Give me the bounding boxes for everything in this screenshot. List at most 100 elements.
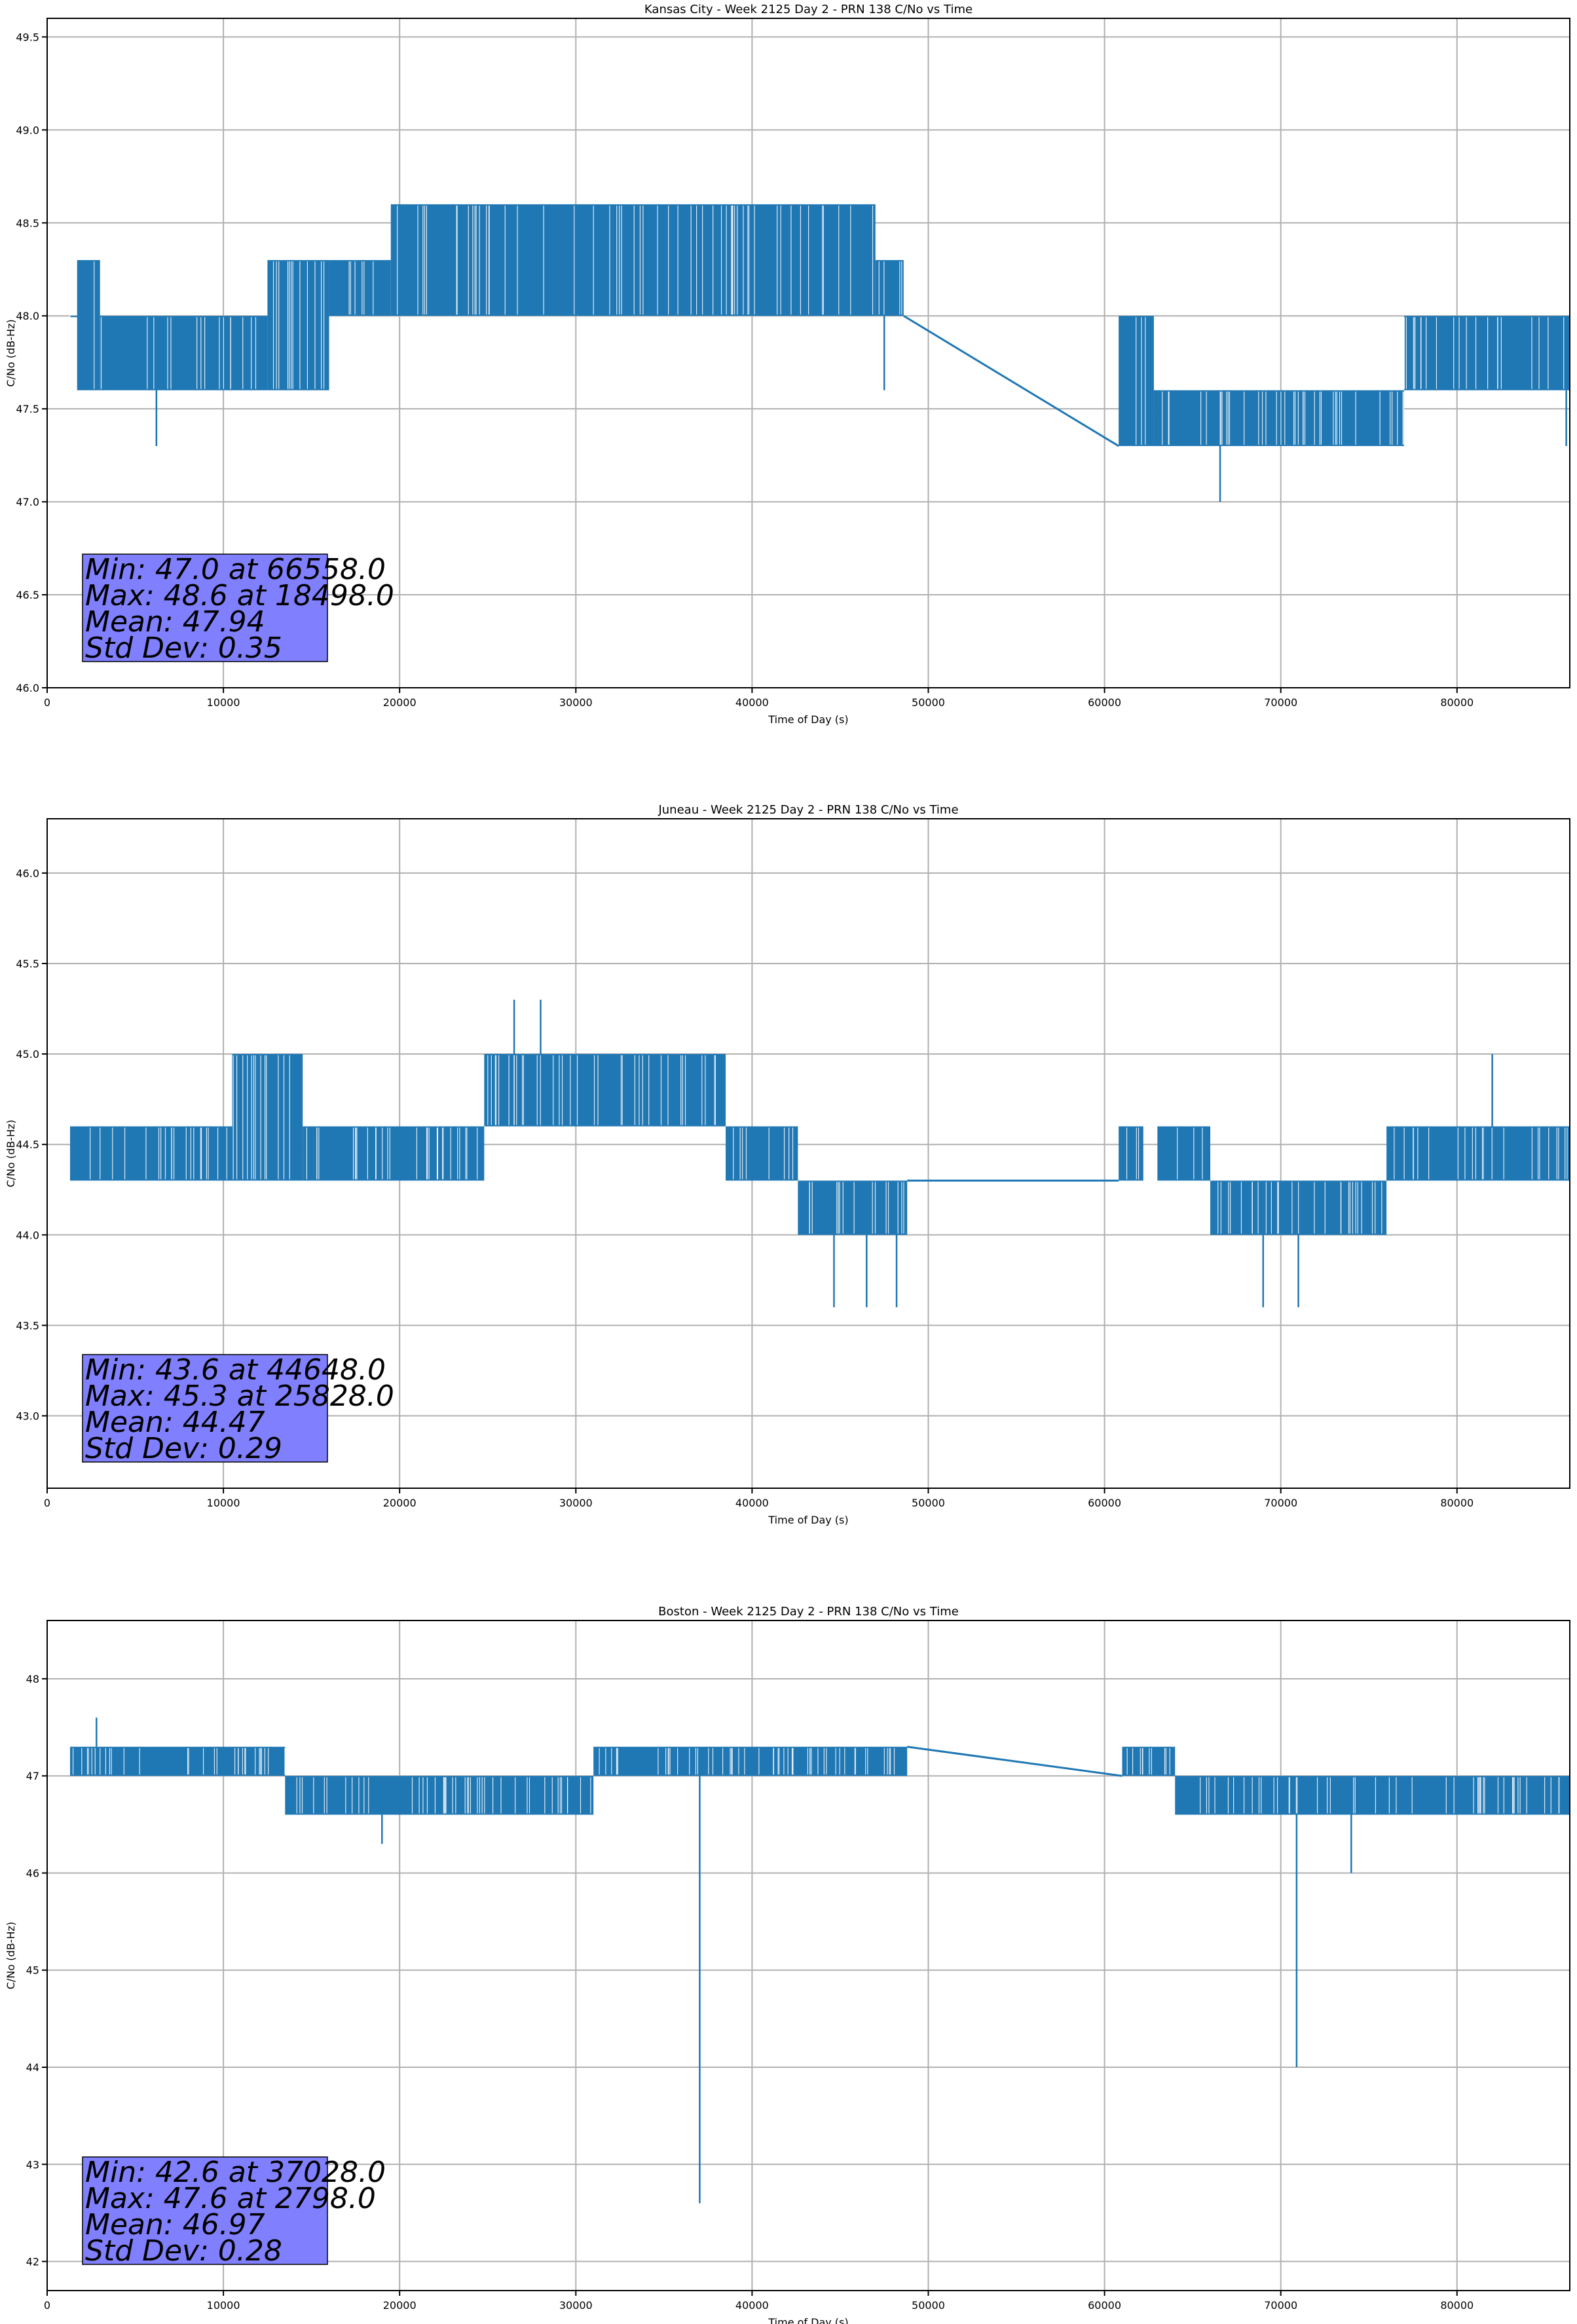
- x-tick-label: 70000: [1264, 696, 1297, 709]
- stats-line: Max: 45.3 at 25828.0: [85, 1379, 394, 1413]
- x-tick-label: 0: [44, 696, 50, 709]
- stats-line: Mean: 47.94: [85, 605, 265, 639]
- stats-line: Min: 47.0 at 66558.0: [85, 553, 386, 586]
- y-axis-label: C/No (dB-Hz): [5, 319, 17, 386]
- x-tick-label: 50000: [912, 1497, 945, 1509]
- y-tick-label: 46.5: [16, 589, 39, 601]
- data-band: [69, 1126, 232, 1181]
- stats-line: Std Dev: 0.35: [85, 631, 282, 665]
- x-axis-label: Time of Day (s): [768, 2316, 848, 2324]
- axes-frame: [46, 18, 1570, 688]
- y-tick-label: 48.5: [16, 217, 39, 229]
- y-tick-label: 48: [26, 1673, 39, 1685]
- x-tick-label: 60000: [1088, 2299, 1121, 2312]
- x-tick-label: 70000: [1264, 1497, 1297, 1509]
- x-tick-label: 50000: [912, 696, 945, 709]
- chart-title: Boston - Week 2125 Day 2 - PRN 138 C/No …: [658, 1605, 959, 1619]
- chart-panel: 0 10000 20000 30000 40000 50000 60000 70000 8000…: [5, 1605, 1570, 2324]
- data-band: [69, 316, 77, 318]
- stats-line: Min: 42.6 at 37028.0: [85, 2156, 386, 2189]
- data-band: [77, 260, 100, 390]
- y-tick-label: 44: [26, 2061, 39, 2074]
- stats-box: [82, 553, 328, 662]
- data-band: [69, 1746, 286, 1776]
- y-tick-label: 43: [26, 2158, 39, 2171]
- y-tick-label: 46: [26, 1867, 39, 1879]
- data-band: [484, 1054, 726, 1127]
- data-band: [390, 204, 876, 316]
- y-tick-label: 42: [26, 2256, 39, 2268]
- y-tick-label: 43.5: [16, 1319, 39, 1332]
- data-band: [267, 260, 329, 390]
- data-band: [1404, 316, 1570, 390]
- stats-line: Std Dev: 0.29: [85, 1432, 282, 1465]
- data-band: [1386, 1126, 1570, 1181]
- y-tick-label: 49.5: [16, 31, 39, 43]
- y-tick-label: 47.0: [16, 496, 39, 508]
- x-tick-label: 80000: [1440, 2299, 1474, 2312]
- y-tick-label: 44.5: [16, 1138, 39, 1151]
- y-tick-label: 45.5: [16, 958, 39, 970]
- y-tick-label: 45.0: [16, 1048, 39, 1060]
- data-band: [1153, 390, 1405, 446]
- x-axis-label: Time of Day (s): [768, 713, 848, 726]
- y-tick-label: 47.5: [16, 403, 39, 415]
- stats-box: [82, 1354, 328, 1463]
- data-band: [1175, 1776, 1570, 1815]
- y-axis-label: C/No (dB-Hz): [5, 1922, 17, 1989]
- chart-title: Kansas City - Week 2125 Day 2 - PRN 138 …: [644, 3, 973, 16]
- x-tick-label: 10000: [207, 696, 240, 709]
- stats-line: Max: 47.6 at 2798.0: [85, 2182, 376, 2215]
- x-tick-label: 20000: [383, 696, 417, 709]
- stats-line: Min: 43.6 at 44648.0: [85, 1353, 386, 1387]
- x-tick-label: 60000: [1088, 696, 1121, 709]
- x-tick-label: 20000: [383, 2299, 417, 2312]
- x-tick-label: 80000: [1440, 1497, 1474, 1509]
- x-tick-label: 10000: [207, 1497, 240, 1509]
- x-axis-label: Time of Day (s): [768, 1514, 848, 1526]
- data-series: [69, 1000, 1570, 1307]
- x-tick-label: 40000: [735, 696, 769, 709]
- stats-line: Max: 48.6 at 18498.0: [85, 579, 394, 612]
- stats-line: Mean: 46.97: [85, 2208, 265, 2241]
- data-band: [285, 1776, 594, 1815]
- x-tick-label: 40000: [735, 1497, 769, 1509]
- data-band: [875, 260, 904, 316]
- data-band: [798, 1180, 908, 1235]
- data-series: [69, 1717, 1570, 2203]
- axes-frame: [46, 1620, 1570, 2291]
- x-tick-label: 0: [44, 1497, 50, 1509]
- chart-panel: 0 10000 20000 30000 40000 50000 60000 70000 8000…: [5, 803, 1570, 1526]
- data-gap-line: [903, 314, 1119, 447]
- x-tick-label: 50000: [912, 2299, 945, 2312]
- data-band: [1122, 1746, 1176, 1776]
- y-tick-label: 48.0: [16, 310, 39, 322]
- y-tick-label: 44.0: [16, 1229, 39, 1241]
- data-band: [1119, 1126, 1143, 1181]
- x-tick-label: 10000: [207, 2299, 240, 2312]
- data-band: [593, 1746, 908, 1776]
- stats-box: [82, 2156, 328, 2265]
- x-tick-label: 70000: [1264, 2299, 1297, 2312]
- y-axis-label: C/No (dB-Hz): [5, 1119, 17, 1187]
- x-tick-label: 30000: [559, 2299, 593, 2312]
- x-tick-label: 30000: [559, 696, 593, 709]
- data-band: [726, 1126, 798, 1181]
- chart-panel: 0 10000 20000 30000 40000 50000 60000 70000 8000…: [5, 3, 1570, 726]
- x-tick-label: 80000: [1440, 696, 1474, 709]
- axes-frame: [46, 818, 1570, 1489]
- stats-line: Mean: 44.47: [85, 1406, 265, 1439]
- chart-panels: 0 10000 20000 30000 40000 50000 60000 70000 8000…: [5, 3, 1570, 2324]
- x-tick-label: 0: [44, 2299, 50, 2312]
- y-tick-label: 43.0: [16, 1410, 39, 1423]
- data-band: [100, 316, 268, 390]
- chart-title: Juneau - Week 2125 Day 2 - PRN 138 C/No …: [658, 803, 958, 817]
- x-tick-label: 60000: [1088, 1497, 1121, 1509]
- y-tick-label: 46.0: [16, 867, 39, 880]
- data-gap-line: [906, 1746, 1122, 1777]
- y-tick-label: 46.0: [16, 682, 39, 694]
- data-band: [329, 260, 391, 316]
- x-tick-label: 40000: [735, 2299, 769, 2312]
- data-band: [232, 1054, 303, 1181]
- y-tick-label: 45: [26, 1964, 39, 1977]
